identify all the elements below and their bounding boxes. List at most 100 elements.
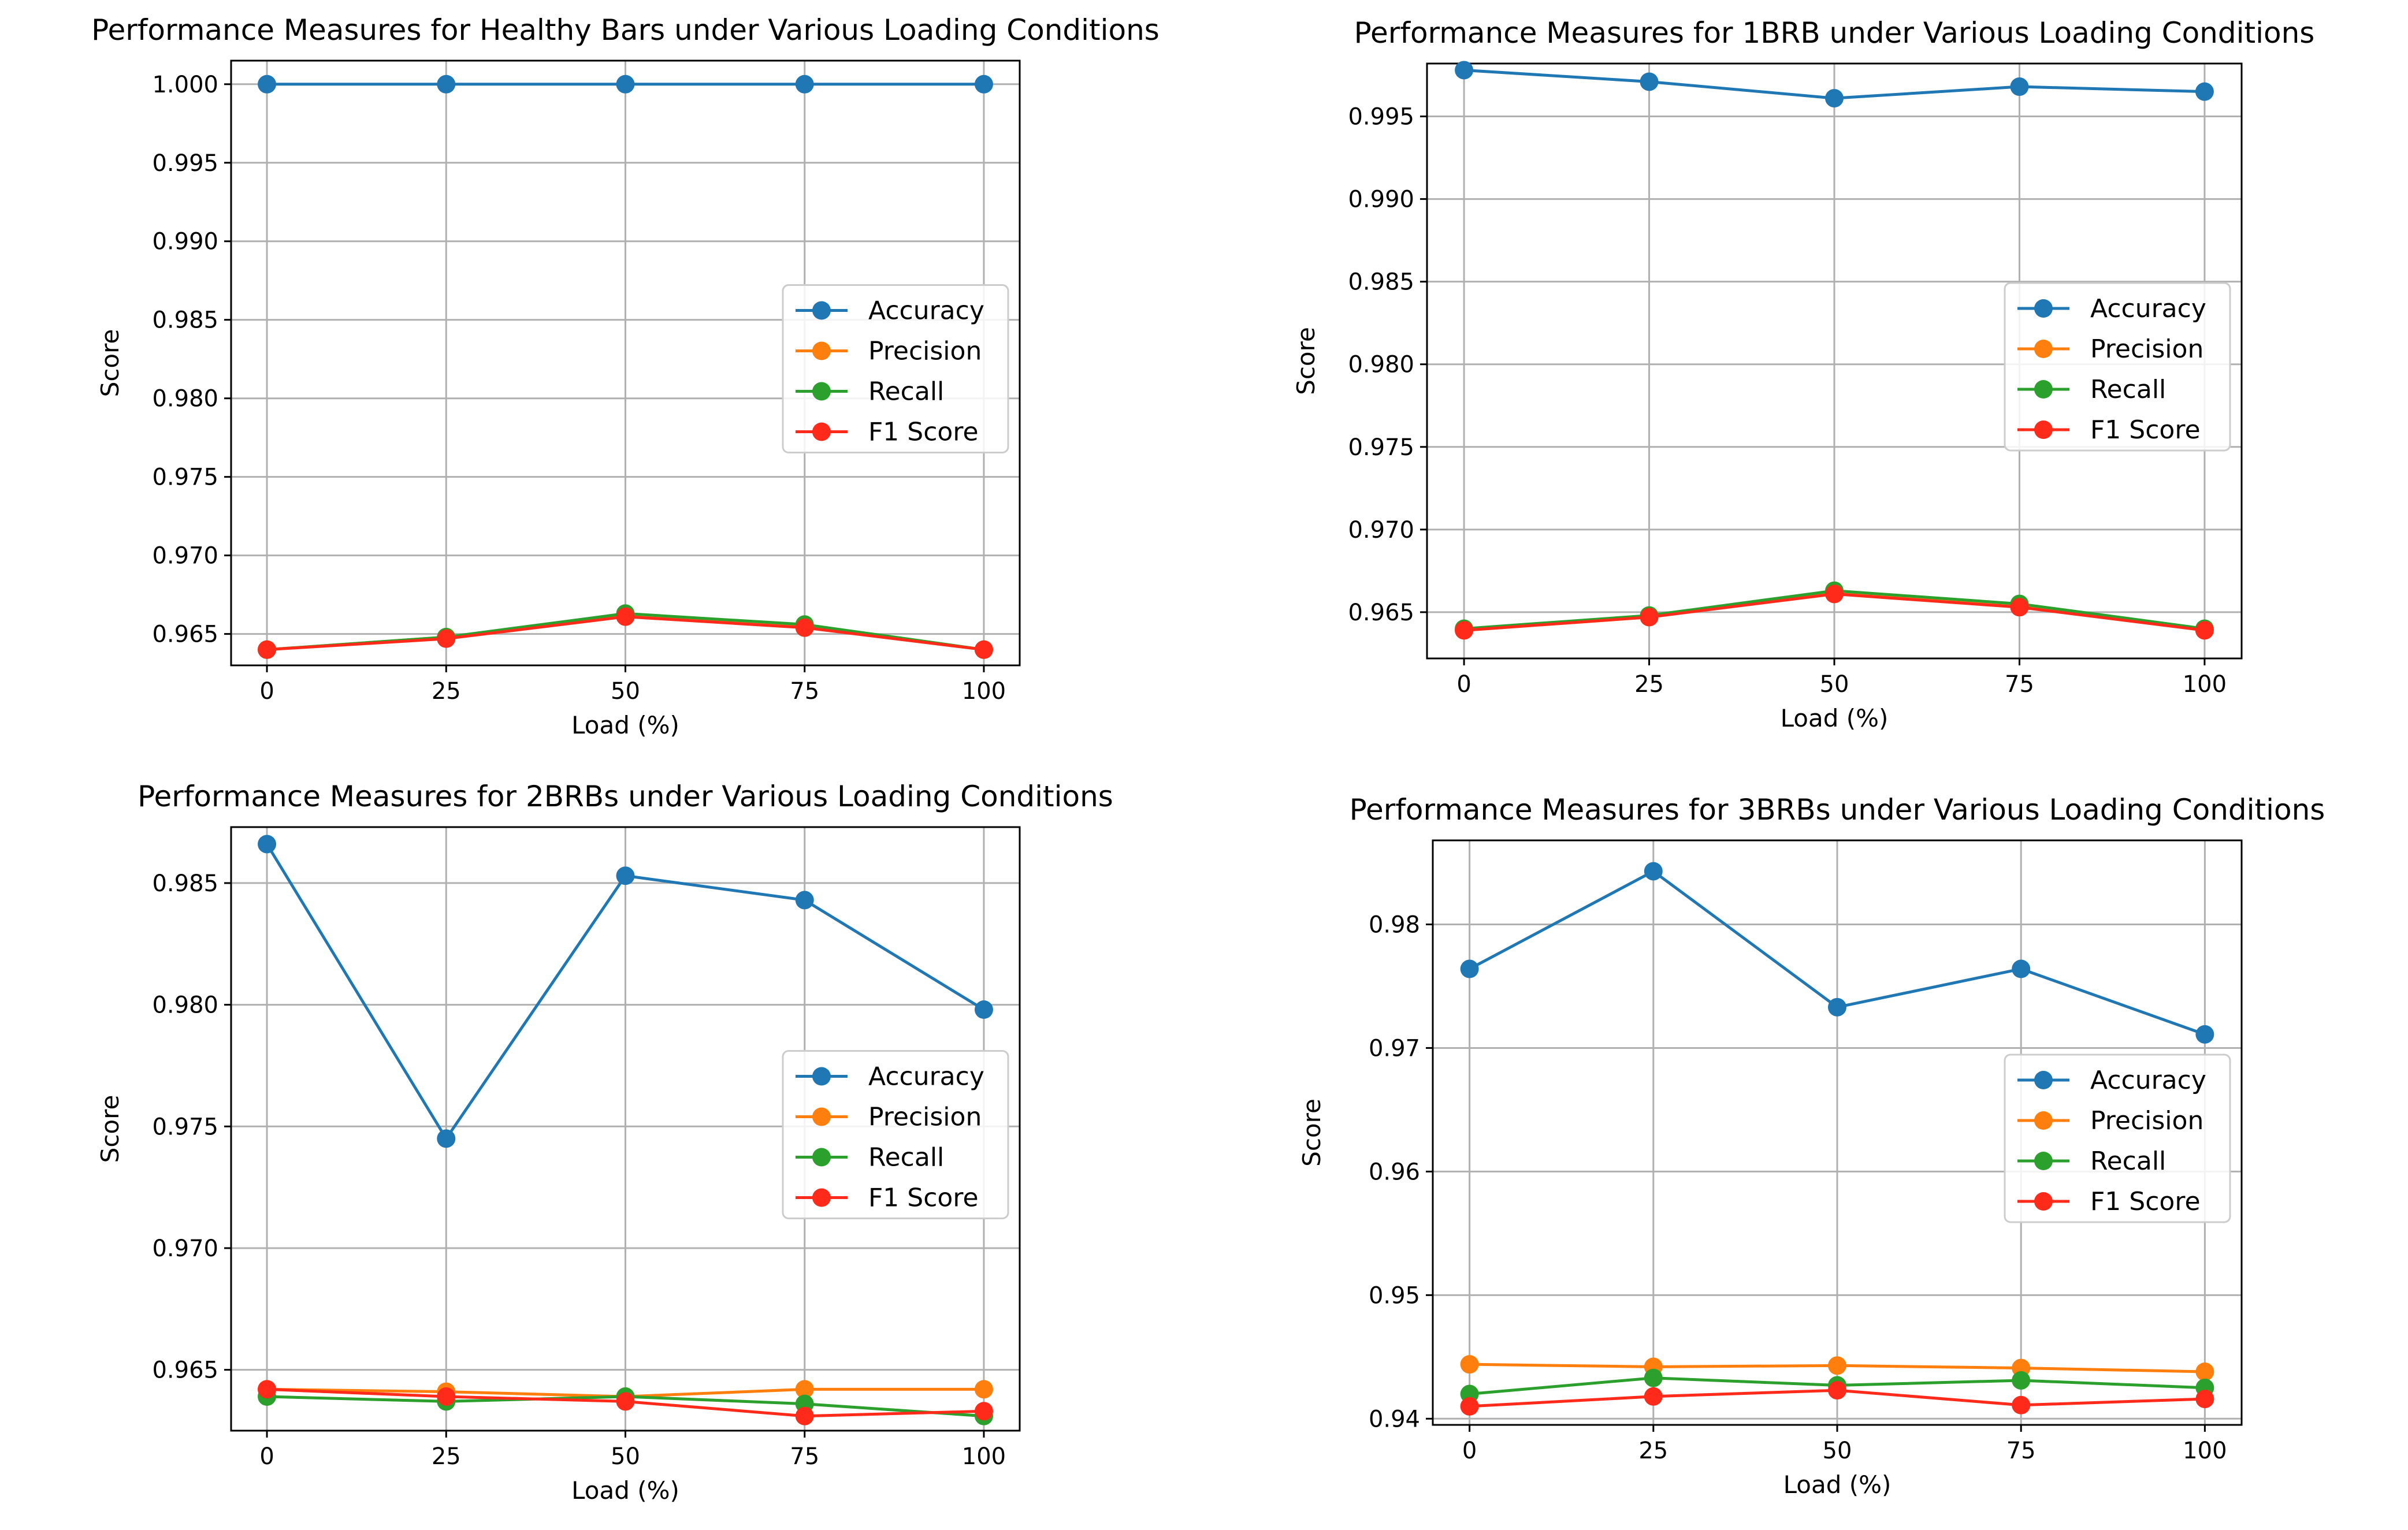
legend-swatch-marker (812, 1148, 831, 1167)
y-tick-label: 0.990 (1348, 187, 1414, 213)
x-tick-label: 75 (2006, 1438, 2036, 1464)
data-point-f1-score (795, 618, 814, 637)
legend-box (2004, 282, 2231, 452)
data-point-f1-score (1640, 608, 1659, 627)
legend-swatch-marker (812, 301, 831, 320)
data-point-precision (974, 1380, 993, 1399)
y-tick-label: 0.985 (152, 307, 218, 334)
data-point-accuracy (2012, 959, 2031, 978)
y-tick-label: 0.965 (1348, 600, 1414, 626)
y-tick-label: 0.98 (1369, 911, 1420, 938)
legend-swatch-marker (2034, 420, 2053, 439)
y-tick-label: 0.980 (152, 386, 218, 412)
legend-label: Recall (868, 1143, 944, 1172)
data-point-f1-score (974, 1402, 993, 1421)
data-point-accuracy (2195, 82, 2214, 101)
y-tick-label: 0.970 (152, 543, 218, 569)
legend-swatch-marker (2034, 1111, 2053, 1130)
chart-panel-4: 0 25 50 75 100 0.94 0.95 0.96 0.97 0.98 Performanc… (1298, 793, 2325, 1499)
y-tick-label: 0.980 (152, 992, 218, 1019)
data-point-accuracy (1825, 89, 1844, 108)
y-tick-label: 1.000 (152, 72, 218, 98)
y-tick-label: 0.94 (1369, 1406, 1420, 1432)
y-axis-label: Score (96, 329, 124, 397)
data-point-f1-score (2010, 598, 2029, 617)
data-point-f1-score (1455, 621, 1474, 640)
data-point-recall (1644, 1368, 1663, 1387)
legend-label: Accuracy (868, 1062, 984, 1092)
legend-label: Precision (2090, 334, 2203, 364)
legend-label: F1 Score (868, 418, 979, 447)
data-point-f1-score (258, 1380, 277, 1399)
data-point-f1-score (1460, 1397, 1479, 1416)
x-tick-label: 50 (611, 678, 640, 705)
x-tick-label: 75 (790, 678, 819, 705)
data-point-f1-score (2012, 1395, 2031, 1414)
data-point-f1-score (437, 629, 456, 648)
y-tick-label: 0.97 (1369, 1035, 1420, 1062)
data-point-accuracy (616, 75, 635, 94)
x-tick-label: 25 (1634, 671, 1664, 698)
y-tick-label: 0.975 (152, 464, 218, 491)
chart-title: Performance Measures for 2BRBs under Var… (138, 780, 1113, 813)
x-tick-label: 25 (1638, 1438, 1668, 1464)
legend-swatch-marker (812, 1107, 831, 1126)
data-point-f1-score (437, 1387, 456, 1406)
legend-swatch-marker (812, 1067, 831, 1086)
legend-swatch-marker (812, 382, 831, 401)
x-tick-label: 50 (611, 1443, 640, 1470)
legend-swatch-marker (2034, 299, 2053, 318)
legend-label: F1 Score (868, 1183, 979, 1213)
data-point-precision (795, 1380, 814, 1399)
x-tick-label: 25 (432, 678, 461, 705)
data-point-recall (2012, 1371, 2031, 1390)
x-axis-label: Load (%) (1783, 1471, 1892, 1499)
y-tick-label: 0.96 (1369, 1159, 1420, 1185)
chart-title: Performance Measures for 3BRBs under Var… (1350, 793, 2325, 827)
legend-label: F1 Score (2090, 1187, 2201, 1216)
x-tick-label: 50 (1820, 671, 1849, 698)
data-point-f1-score (974, 640, 993, 659)
y-axis-label: Score (1292, 327, 1320, 395)
data-point-accuracy (1455, 61, 1474, 80)
legend-swatch-marker (2034, 1152, 2053, 1170)
legend-label: Accuracy (868, 296, 984, 326)
legend-label: Accuracy (2090, 294, 2206, 323)
x-tick-label: 100 (962, 1443, 1006, 1470)
data-point-accuracy (2010, 77, 2029, 96)
data-point-precision (1828, 1356, 1846, 1375)
legend: Accuracy Precision Recall F1 Score (782, 284, 1009, 453)
data-point-f1-score (2195, 1390, 2214, 1409)
y-tick-label: 0.965 (152, 621, 218, 648)
chart-title: Performance Measures for 1BRB under Vari… (1354, 16, 2315, 50)
legend-box (782, 1050, 1009, 1219)
y-tick-label: 0.965 (152, 1357, 218, 1384)
x-tick-label: 100 (962, 678, 1006, 705)
legend-swatch-marker (2034, 1071, 2053, 1089)
data-point-accuracy (616, 866, 635, 885)
legend-swatch-marker (2034, 1192, 2053, 1211)
legend-label: Precision (868, 1103, 982, 1132)
data-point-f1-score (258, 640, 277, 659)
y-tick-label: 0.985 (1348, 269, 1414, 296)
data-point-accuracy (1640, 72, 1659, 91)
data-point-f1-score (616, 1392, 635, 1411)
data-point-accuracy (974, 1000, 993, 1019)
legend-label: Recall (868, 377, 944, 407)
y-tick-label: 0.975 (1348, 434, 1414, 461)
x-axis-label: Load (%) (571, 711, 679, 739)
y-axis-label: Score (1298, 1099, 1326, 1167)
x-tick-label: 0 (1456, 671, 1471, 698)
legend: Accuracy Precision Recall F1 Score (2004, 1053, 2231, 1223)
data-point-accuracy (258, 75, 277, 94)
data-point-f1-score (2195, 621, 2214, 640)
legend-swatch-marker (2034, 380, 2053, 399)
x-tick-label: 100 (2183, 671, 2227, 698)
x-tick-label: 0 (1462, 1438, 1477, 1464)
legend-swatch-marker (812, 422, 831, 441)
chart-panel-1: 0 25 50 75 100 0.965 0.970 0.975 0.980 0.985 0.990… (91, 13, 1160, 739)
legend-box (2004, 1053, 2231, 1223)
x-axis-label: Load (%) (571, 1476, 679, 1505)
